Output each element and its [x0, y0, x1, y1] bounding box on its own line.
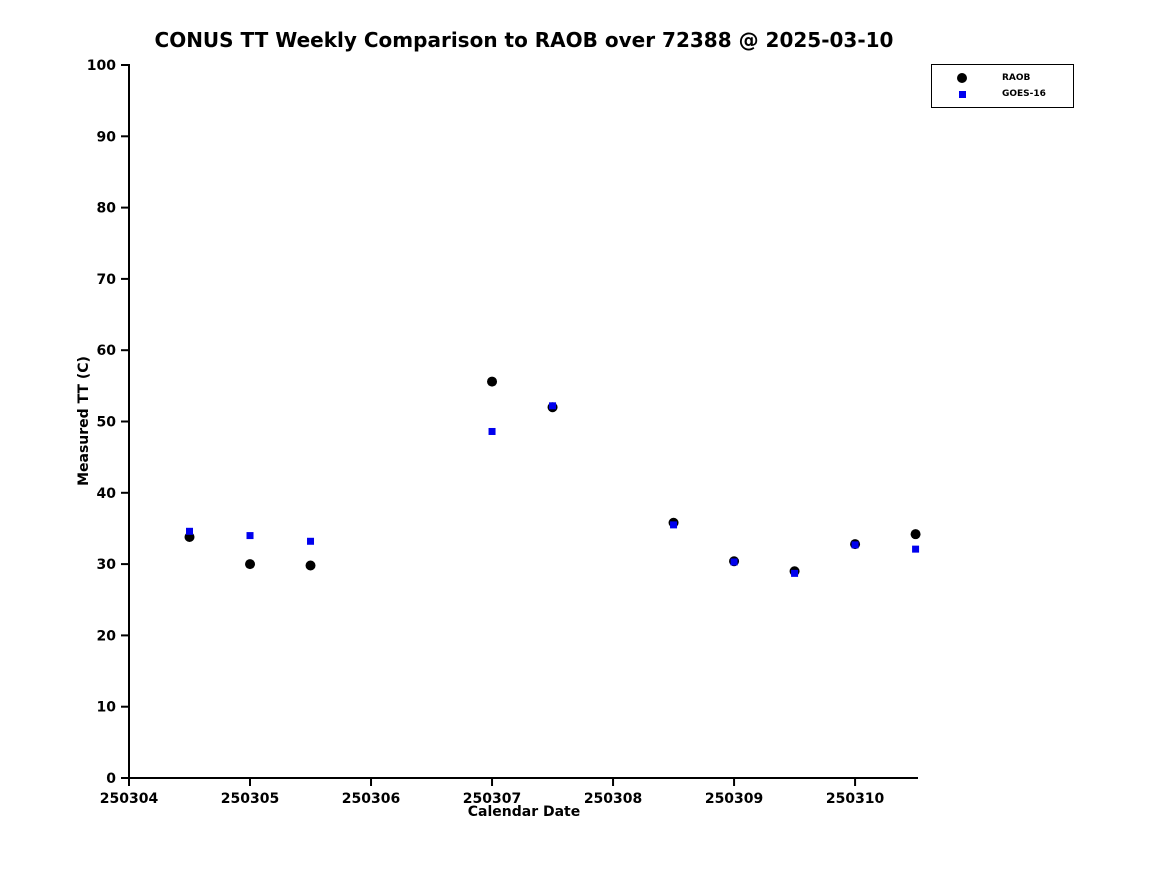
x-tick-label: 250304: [100, 791, 159, 807]
data-point-goes-16: [912, 545, 920, 553]
x-tick-label: 250305: [221, 791, 279, 807]
data-point-goes-16: [488, 427, 496, 435]
legend: RAOB GOES-16: [931, 64, 1074, 108]
data-point-goes-16: [186, 527, 194, 535]
y-tick-label: 30: [97, 557, 117, 573]
data-point-raob: [305, 560, 316, 571]
y-tick-label: 70: [97, 272, 117, 288]
data-point-goes-16: [307, 537, 315, 545]
data-point-goes-16: [730, 558, 738, 566]
goes16-square-marker-icon: [956, 88, 968, 100]
x-tick-label: 250308: [584, 791, 642, 807]
data-point-raob: [245, 559, 256, 570]
legend-item-raob: RAOB: [956, 70, 1065, 86]
y-tick-label: 90: [97, 129, 117, 145]
data-point-raob: [910, 529, 921, 540]
x-tick-label: 250309: [705, 791, 763, 807]
y-tick-label: 0: [106, 771, 116, 787]
y-tick-label: 60: [97, 343, 117, 359]
y-tick-label: 20: [97, 628, 117, 644]
x-tick-label: 250310: [826, 791, 885, 807]
y-tick-label: 10: [97, 700, 117, 716]
data-point-raob: [487, 376, 498, 387]
y-tick-label: 40: [97, 486, 117, 502]
chart-title: CONUS TT Weekly Comparison to RAOB over …: [154, 28, 894, 52]
data-point-goes-16: [791, 569, 799, 577]
y-tick-label: 100: [87, 58, 116, 74]
legend-label-goes16: GOES-16: [1002, 89, 1046, 99]
data-point-goes-16: [851, 541, 859, 549]
x-tick-label: 250307: [463, 791, 521, 807]
x-tick-label: 250306: [342, 791, 400, 807]
x-axis-label: Calendar Date: [467, 804, 581, 820]
raob-circle-marker-icon: [956, 72, 968, 84]
legend-item-goes16: GOES-16: [956, 86, 1065, 102]
y-tick-label: 50: [97, 415, 117, 431]
data-point-goes-16: [246, 532, 254, 540]
legend-label-raob: RAOB: [1002, 73, 1031, 83]
data-point-goes-16: [670, 521, 678, 529]
data-point-goes-16: [549, 402, 557, 410]
y-tick-label: 80: [97, 201, 117, 217]
